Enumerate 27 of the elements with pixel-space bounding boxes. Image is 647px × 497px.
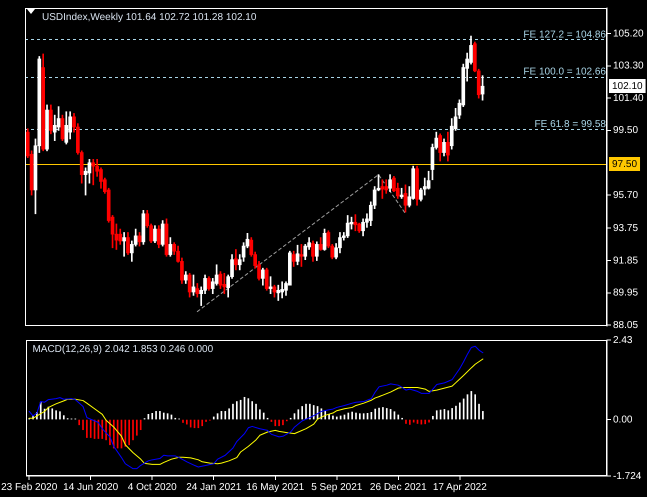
ref-line-label: 97.50: [612, 159, 638, 170]
x-tick-label: 24 Jan 2021: [186, 482, 242, 493]
y-tick-label: 93.75: [613, 222, 638, 234]
ref-line-label: FE 127.2 = 104.86: [523, 29, 606, 40]
x-tick-label: 14 Jun 2020: [63, 482, 119, 493]
x-tick-label: 23 Feb 2020: [1, 482, 58, 493]
chart-title: MACD(12,26,9) 2.042 1.853 0.246 0.000: [32, 344, 214, 355]
y-tick-label: 89.95: [613, 288, 638, 299]
y-tick-label: 2.43: [613, 334, 633, 346]
ref-line-label: FE 61.8 = 99.58: [534, 119, 606, 130]
annotation: 102.10: [612, 80, 644, 92]
y-tick-label: 95.70: [613, 190, 638, 201]
y-tick-label: 88.05: [613, 320, 638, 331]
x-tick-label: 17 Apr 2022: [432, 482, 488, 493]
y-tick-label: 105.20: [613, 28, 644, 40]
y-tick-label: -1.724: [613, 470, 642, 482]
y-tick-label: 103.30: [613, 60, 644, 72]
x-tick-label: 5 Sep 2021: [311, 482, 363, 493]
y-tick-label: 99.50: [613, 125, 638, 136]
x-tick-label: 26 Dec 2021: [370, 482, 428, 493]
x-tick-label: 4 Oct 2020: [128, 482, 178, 493]
chart-title: USDIndex,Weekly 101.64 102.72 101.28 102.10: [42, 12, 257, 23]
y-tick-label: 91.85: [613, 255, 638, 266]
x-tick-label: 16 May 2021: [246, 482, 305, 493]
ref-line-label: FE 100.0 = 102.66: [523, 66, 606, 78]
y-tick-label: 0.00: [613, 414, 633, 426]
y-tick-label: 101.40: [613, 92, 644, 104]
